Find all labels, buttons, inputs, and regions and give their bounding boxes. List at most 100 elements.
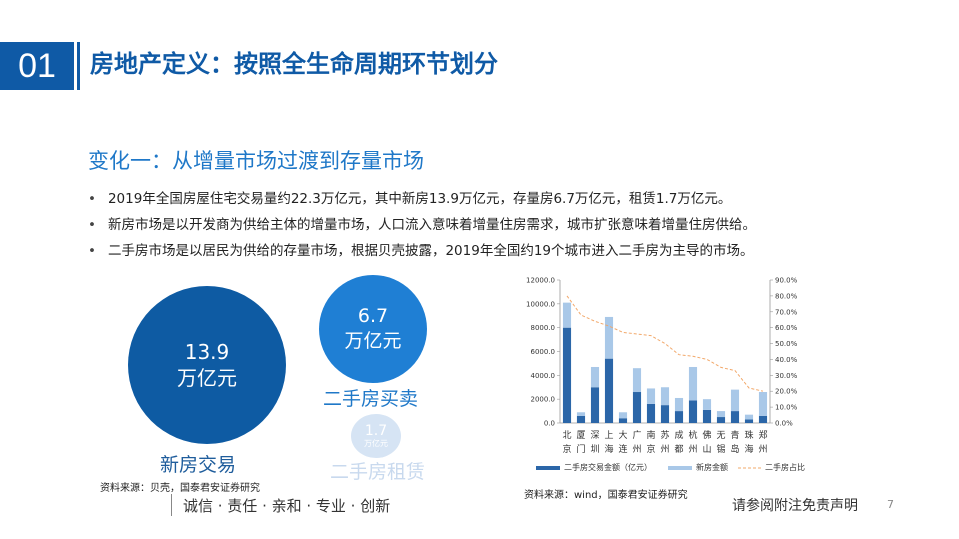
y2-tick-label: 80.0%	[775, 292, 798, 300]
x-tick-label: 海	[744, 443, 753, 455]
y2-tick-label: 90.0%	[775, 277, 798, 285]
bar-new-home	[646, 388, 656, 404]
bar-new-home	[618, 412, 628, 419]
second-hand-circle: 6.7 万亿元	[319, 275, 427, 383]
x-tick-label: 京	[646, 443, 655, 455]
x-tick-label: 都	[674, 444, 683, 455]
x-tick-label: 锡	[716, 444, 725, 455]
new-home-value: 13.9	[184, 340, 230, 364]
legend-label: 二手房占比	[765, 462, 805, 472]
new-home-circle: 13.9 万亿元	[128, 286, 286, 444]
y2-tick-label: 30.0%	[775, 372, 798, 380]
y-tick-label: 6000.0	[531, 348, 556, 356]
x-tick-label: 州	[660, 444, 669, 455]
x-tick-label: 大	[618, 429, 627, 441]
bar-second-hand	[716, 417, 726, 423]
y-tick-label: 4000.0	[531, 372, 556, 380]
new-home-label: 新房交易	[160, 454, 237, 476]
section-number: 01	[0, 42, 74, 90]
source-note-right: 资料来源：wind，国泰君安证券研究	[524, 490, 688, 501]
second-hand-unit: 万亿元	[344, 330, 402, 352]
rental-circle: 1.7 万亿元	[351, 414, 401, 458]
y-tick-label: 2000.0	[531, 396, 556, 404]
source-note-left: 资料来源：贝壳，国泰君安证券研究	[100, 483, 260, 494]
bar-new-home	[576, 412, 586, 416]
bullet-item: 2019年全国房屋住宅交易量约22.3万亿元，其中新房13.9万亿元，存量房6.…	[88, 186, 828, 212]
x-tick-label: 海	[604, 443, 613, 455]
y2-tick-label: 0.0%	[775, 420, 793, 428]
y2-tick-label: 50.0%	[775, 340, 798, 348]
x-tick-label: 佛	[702, 429, 711, 441]
bar-second-hand	[604, 358, 614, 423]
title-divider	[77, 42, 80, 90]
x-tick-label: 杭	[688, 429, 697, 441]
y2-tick-label: 40.0%	[775, 356, 798, 364]
x-tick-label: 京	[562, 443, 571, 455]
bar-new-home	[590, 366, 600, 388]
legend-swatch-second-hand	[536, 466, 560, 470]
x-tick-label: 苏	[660, 429, 669, 441]
x-tick-label: 无	[716, 430, 725, 441]
y-tick-label: 12000.0	[526, 277, 555, 285]
y-tick-label: 10000.0	[526, 300, 555, 308]
legend-swatch-new-home	[668, 466, 692, 470]
x-tick-label: 北	[562, 430, 571, 441]
page-title: 房地产定义：按照全生命周期环节划分	[90, 50, 498, 78]
x-tick-label: 珠	[744, 429, 753, 441]
line-second-hand-ratio	[566, 295, 764, 392]
y2-tick-label: 10.0%	[775, 404, 798, 412]
x-tick-label: 郑	[758, 429, 767, 441]
x-tick-label: 厦	[576, 430, 585, 441]
rental-label: 二手房租赁	[330, 461, 426, 483]
x-tick-label: 上	[604, 430, 613, 441]
y2-tick-label: 60.0%	[775, 324, 798, 332]
x-tick-label: 州	[688, 444, 697, 455]
bar-new-home	[688, 366, 698, 401]
bar-new-home	[632, 368, 642, 393]
bar-new-home	[660, 387, 670, 406]
section-subtitle: 变化一：从增量市场过渡到存量市场	[88, 149, 424, 173]
bar-second-hand	[744, 419, 754, 423]
bar-new-home	[730, 389, 740, 412]
rental-value: 1.7	[364, 423, 388, 439]
bar-new-home	[562, 302, 572, 328]
bar-new-home	[716, 411, 726, 418]
bullet-item: 新房市场是以开发商为供给主体的增量市场，人口流入意味着增量住房需求，城市扩张意味…	[88, 212, 828, 238]
bar-new-home	[604, 316, 614, 359]
x-tick-label: 广	[632, 429, 641, 441]
x-tick-label: 青	[730, 429, 739, 441]
legend-label: 新房金额	[696, 462, 728, 472]
second-hand-label: 二手房买卖	[323, 388, 419, 410]
bar-second-hand	[730, 411, 740, 423]
footer-slogan: 诚信 · 责任 · 亲和 · 专业 · 创新	[183, 497, 391, 515]
bar-second-hand	[646, 403, 656, 423]
footer-divider	[171, 494, 172, 516]
bar-second-hand	[674, 411, 684, 423]
x-tick-label: 州	[632, 444, 641, 455]
y-tick-label: 8000.0	[531, 324, 556, 332]
rental-unit: 万亿元	[364, 439, 388, 448]
legend-label: 二手房交易金额（亿元）	[564, 462, 652, 472]
second-hand-value: 6.7	[357, 305, 389, 327]
bar-second-hand	[576, 415, 586, 423]
x-tick-label: 成	[674, 429, 683, 441]
x-tick-label: 深	[590, 430, 599, 441]
bar-second-hand	[632, 392, 642, 423]
bar-second-hand	[702, 409, 712, 423]
bar-new-home	[758, 392, 768, 416]
x-tick-label: 州	[758, 444, 767, 455]
new-home-unit: 万亿元	[177, 366, 237, 390]
bar-second-hand	[562, 327, 572, 423]
x-tick-label: 南	[646, 429, 655, 441]
x-tick-label: 岛	[730, 443, 739, 455]
bar-second-hand	[660, 405, 670, 423]
bullet-item: 二手房市场是以居民为供给的存量市场，根据贝壳披露，2019年全国约19个城市进入…	[88, 238, 828, 264]
x-tick-label: 连	[618, 443, 627, 455]
bar-second-hand	[618, 418, 628, 423]
bar-second-hand	[590, 387, 600, 423]
bar-second-hand	[688, 400, 698, 423]
page-number: 7	[887, 498, 894, 511]
x-tick-label: 门	[576, 443, 585, 455]
x-tick-label: 山	[702, 444, 711, 455]
city-transaction-chart: 0.0 2000.0 4000.0 6000.0 8000.0 10000.0 12000.…	[526, 277, 805, 473]
